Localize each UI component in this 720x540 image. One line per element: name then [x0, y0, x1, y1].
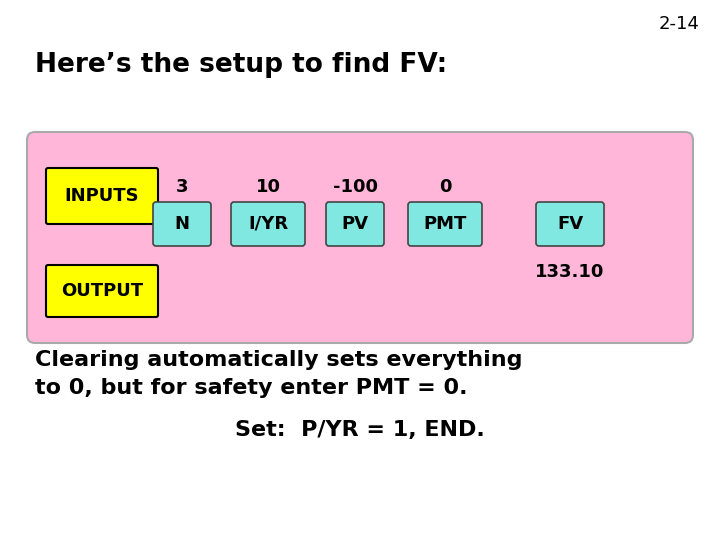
Text: INPUTS: INPUTS [65, 187, 139, 205]
Text: N: N [174, 215, 189, 233]
FancyBboxPatch shape [408, 202, 482, 246]
Text: Clearing automatically sets everything: Clearing automatically sets everything [35, 350, 523, 370]
FancyBboxPatch shape [27, 132, 693, 343]
Text: 2-14: 2-14 [659, 15, 700, 33]
Text: OUTPUT: OUTPUT [61, 282, 143, 300]
Text: 0: 0 [438, 178, 451, 196]
Text: FV: FV [557, 215, 583, 233]
Text: -100: -100 [333, 178, 377, 196]
Text: Set:  P/YR = 1, END.: Set: P/YR = 1, END. [235, 420, 485, 440]
Text: 10: 10 [256, 178, 281, 196]
Text: PMT: PMT [423, 215, 467, 233]
FancyBboxPatch shape [153, 202, 211, 246]
FancyBboxPatch shape [231, 202, 305, 246]
Text: to 0, but for safety enter PMT = 0.: to 0, but for safety enter PMT = 0. [35, 378, 467, 398]
Text: 133.10: 133.10 [535, 263, 605, 281]
Text: 3: 3 [176, 178, 188, 196]
FancyBboxPatch shape [536, 202, 604, 246]
Text: I/YR: I/YR [248, 215, 288, 233]
Text: Here’s the setup to find FV:: Here’s the setup to find FV: [35, 52, 447, 78]
FancyBboxPatch shape [326, 202, 384, 246]
FancyBboxPatch shape [46, 168, 158, 224]
Text: PV: PV [341, 215, 369, 233]
FancyBboxPatch shape [46, 265, 158, 317]
